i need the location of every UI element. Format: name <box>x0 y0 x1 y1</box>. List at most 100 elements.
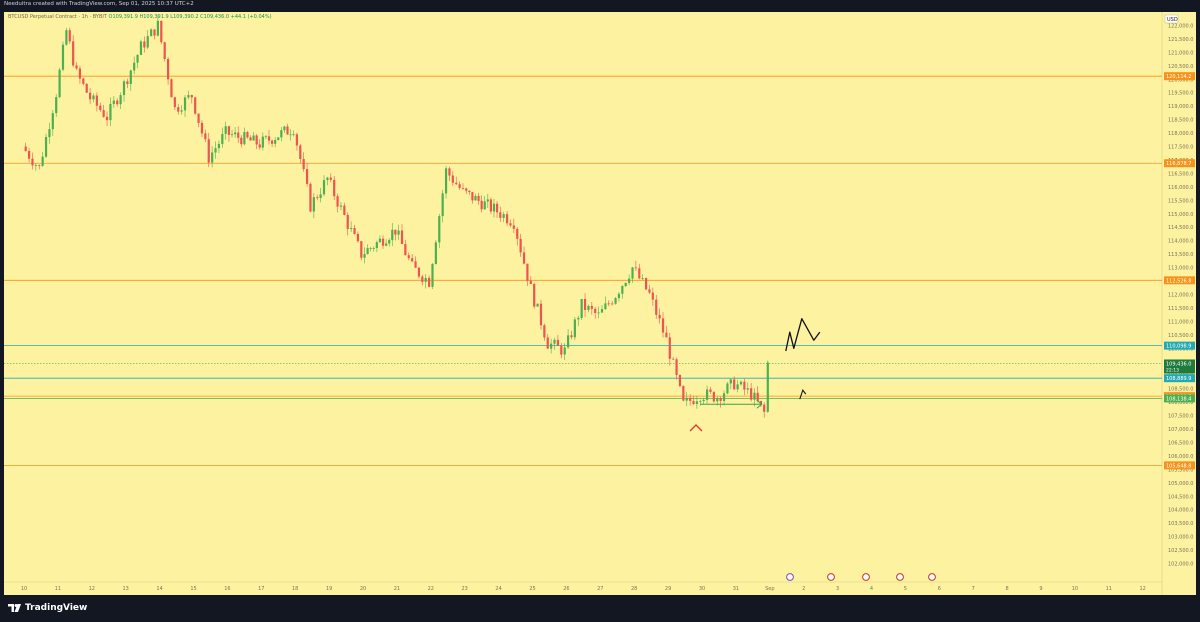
footer-bar: TradingView <box>0 595 1200 622</box>
chart-area[interactable]: 122,000.0 121,500.0 121,000.0 120,500.0 120,… <box>4 12 1196 595</box>
x-tick-label: 26 <box>563 586 569 592</box>
candle-body <box>428 277 431 287</box>
candle-body <box>709 389 712 392</box>
candle-body <box>224 126 227 134</box>
candle-body <box>505 214 509 224</box>
candle-body <box>668 337 671 359</box>
candle-body <box>249 137 252 141</box>
x-tick-label: 13 <box>123 586 129 592</box>
currency-box[interactable] <box>1164 14 1179 24</box>
candle-body <box>58 69 61 98</box>
candle-body <box>312 197 315 212</box>
candle-body <box>424 277 427 282</box>
level-price-label: 112,526.8 <box>1166 278 1191 284</box>
candle-body <box>516 228 519 239</box>
candle-body <box>194 97 197 114</box>
candle-body <box>274 139 277 144</box>
economic-event-icon[interactable] <box>896 573 904 581</box>
candle-body <box>24 146 27 151</box>
economic-event-icon[interactable] <box>827 573 835 581</box>
level-price-tag <box>1164 341 1195 350</box>
candle-body <box>431 263 434 287</box>
candle-body <box>753 392 756 400</box>
candle-body <box>421 276 424 282</box>
candle-body <box>343 205 346 215</box>
x-tick-label: 29 <box>665 586 671 592</box>
candle-body <box>407 255 410 259</box>
candle-body <box>136 54 139 63</box>
x-tick-label: 19 <box>326 586 332 592</box>
candle-body <box>122 81 126 96</box>
candle-body <box>95 95 98 106</box>
candle-body <box>489 199 492 212</box>
candle-body <box>689 397 692 401</box>
candle-body <box>190 95 193 98</box>
range-arrow-head <box>756 399 763 409</box>
y-tick-label: 111,000.0 <box>1168 319 1193 325</box>
candle-body <box>326 177 329 181</box>
economic-event-icon[interactable] <box>862 573 870 581</box>
candle-body <box>471 192 474 201</box>
price-chart[interactable]: 122,000.0 121,500.0 121,000.0 120,500.0 120,… <box>4 12 1196 595</box>
x-tick-label: 25 <box>529 586 535 592</box>
candle-body <box>173 97 176 108</box>
candle-body <box>600 309 604 313</box>
economic-event-icon[interactable] <box>786 573 794 581</box>
candle-body <box>146 36 149 48</box>
candle-body <box>246 132 249 138</box>
candle-body <box>207 139 210 163</box>
candle-body <box>31 158 34 166</box>
candle-body <box>230 134 234 136</box>
candle-body <box>217 143 221 149</box>
x-tick-label: 7 <box>972 586 975 592</box>
y-tick-label: 115,000.0 <box>1168 212 1193 218</box>
candle-body <box>388 240 391 244</box>
y-tick-label: 103,000.0 <box>1168 535 1193 541</box>
x-tick-label: 27 <box>597 586 603 592</box>
candle-body <box>759 400 763 405</box>
candle-body <box>378 238 382 243</box>
y-tick-label: 114,500.0 <box>1168 225 1193 231</box>
x-tick-label: 17 <box>258 586 264 592</box>
y-tick-label: 119,000.0 <box>1168 104 1193 110</box>
candle-body <box>597 312 600 314</box>
candle-body <box>369 248 372 249</box>
projection-drawing[interactable] <box>785 318 821 352</box>
candle-body <box>397 230 400 235</box>
candle-body <box>655 299 658 315</box>
economic-event-icon[interactable] <box>928 573 936 581</box>
candle-body <box>577 317 580 320</box>
candle-body <box>539 303 543 326</box>
candle-body <box>483 201 486 210</box>
candle-body <box>51 113 54 130</box>
candle-body <box>726 383 729 394</box>
candle-body <box>240 137 243 145</box>
candle-body <box>495 203 499 213</box>
projection-mark[interactable] <box>799 388 807 400</box>
candle-body <box>27 150 31 159</box>
candle-body <box>116 100 119 105</box>
candle-body <box>286 126 289 135</box>
candle-body <box>529 280 532 284</box>
candle-body <box>375 242 378 249</box>
candle-body <box>105 116 109 121</box>
x-tick-label: 28 <box>631 586 637 592</box>
candle-body <box>722 393 726 401</box>
candle-body <box>438 216 441 243</box>
candle-body <box>211 152 214 163</box>
candle-body <box>177 107 180 112</box>
candle-body <box>34 164 37 166</box>
candle-body <box>614 298 617 304</box>
candle-body <box>672 358 675 360</box>
candle-body <box>607 303 610 305</box>
candle-body <box>444 168 448 194</box>
bottom-marker-arrow[interactable] <box>689 423 703 432</box>
level-price-tag <box>1164 72 1195 81</box>
candle-body <box>590 305 593 309</box>
candle-body <box>48 129 51 138</box>
y-tick-label: 111,500.0 <box>1168 306 1193 312</box>
tradingview-logo[interactable]: TradingView <box>8 603 87 613</box>
candle-body <box>150 29 153 37</box>
level-price-label: 120,114.2 <box>1166 74 1191 80</box>
candle-body <box>89 92 92 100</box>
